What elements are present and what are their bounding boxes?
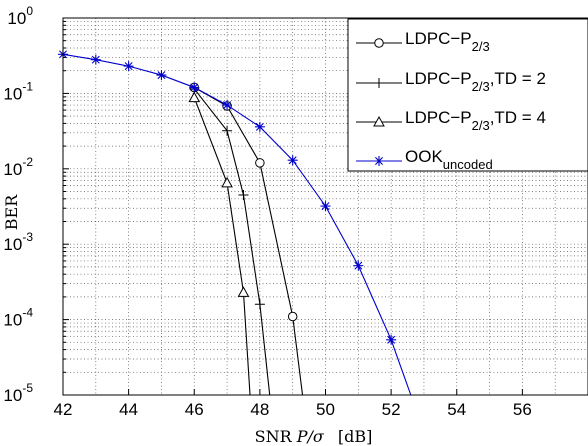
x-axis-title-variable: P/σ	[296, 427, 325, 446]
y-tick-label-exponent: -1	[22, 79, 33, 93]
x-axis-title: SNR P/σ [dB]	[255, 427, 373, 446]
y-tick-label: 10-3	[3, 230, 33, 254]
legend-label: LDPC−P2/3,TD = 2	[405, 69, 546, 94]
x-tick-label: 46	[185, 400, 204, 419]
legend-box	[347, 18, 588, 172]
data-point	[353, 260, 364, 271]
data-point	[189, 82, 200, 93]
data-point	[222, 125, 233, 136]
x-tick-label: 44	[119, 400, 138, 419]
data-point	[386, 334, 397, 345]
x-tick-label: 52	[382, 400, 401, 419]
legend-label-main: LDPC−P	[405, 108, 472, 127]
data-point	[254, 121, 265, 132]
data-point	[287, 311, 298, 322]
x-tick-labels: 42 44 46 48 50 52 54 56	[54, 400, 532, 419]
y-tick-label: 10-5	[3, 381, 33, 405]
legend-label: OOKuncoded	[405, 147, 493, 172]
legend-entry: LDPC−P2/3	[356, 29, 490, 54]
x-tick-label: 42	[54, 400, 73, 419]
legend-label-sub: uncoded	[443, 157, 493, 172]
data-point	[255, 158, 265, 168]
legend-label-rest: ,TD = 4	[490, 108, 546, 127]
y-tick-label-base: 10	[3, 311, 22, 330]
legend-label-rest: ,TD = 2	[490, 69, 546, 88]
data-point	[254, 299, 265, 310]
y-tick-label-exponent: -3	[22, 230, 33, 244]
legend-label-main: OOK	[405, 147, 443, 166]
legend-label-sub: 2/3	[472, 118, 490, 133]
legend-swatch-marker	[374, 156, 384, 166]
y-tick-label-base: 10	[7, 9, 26, 28]
data-point	[188, 91, 201, 103]
data-point	[90, 54, 101, 65]
legend-swatch-marker	[373, 115, 385, 127]
x-tick-label: 50	[316, 400, 335, 419]
series-line	[62, 53, 412, 396]
x-tick-label: 54	[447, 400, 466, 419]
legend-label: LDPC−P2/3	[405, 29, 490, 54]
y-tick-label: 10-2	[3, 155, 33, 179]
legend-swatch-marker	[374, 78, 384, 88]
legend-entry: OOKuncoded	[356, 147, 493, 172]
x-axis-title-prefix: SNR	[255, 427, 297, 446]
data-point	[221, 176, 233, 188]
x-tick-label: 56	[513, 400, 532, 419]
legend-swatch-marker	[374, 38, 384, 48]
series-3	[188, 91, 251, 396]
x-tick-label: 48	[250, 400, 269, 419]
series-line	[193, 88, 271, 396]
data-point	[320, 201, 331, 212]
legend-label: LDPC−P2/3,TD = 4	[405, 108, 546, 133]
y-tick-label-base: 10	[3, 84, 22, 103]
legend-entry: LDPC−P2/3,TD = 2	[356, 69, 546, 94]
series-2	[189, 83, 271, 396]
y-tick-label: 100	[7, 4, 33, 28]
legend-label-sub: 2/3	[472, 39, 490, 54]
legend-label-main: LDPC−P	[405, 69, 472, 88]
y-tick-label: 10-1	[3, 79, 33, 103]
data-point	[237, 286, 250, 297]
y-tick-label-exponent: -5	[22, 381, 33, 395]
legend-label-sub: 2/3	[472, 79, 490, 94]
x-axis-title-unit: [dB]	[338, 427, 372, 446]
series-line	[193, 97, 251, 396]
data-point	[222, 100, 233, 111]
y-axis-title: BER	[2, 194, 21, 230]
y-tick-label-base: 10	[3, 386, 22, 405]
y-tick-label-exponent: -2	[22, 155, 33, 169]
data-point	[156, 70, 167, 81]
y-tick-label-exponent: -4	[22, 306, 33, 320]
legend-label-main: LDPC−P	[405, 29, 472, 48]
legend-entry: LDPC−P2/3,TD = 4	[356, 108, 546, 133]
y-tick-label-base: 10	[3, 235, 22, 254]
data-point	[123, 61, 134, 72]
data-point	[287, 155, 298, 166]
axis-ticks	[62, 20, 523, 395]
y-tick-label-base: 10	[3, 160, 22, 179]
data-point	[238, 189, 249, 200]
series-line	[193, 86, 304, 396]
y-tick-label: 10-4	[3, 306, 33, 330]
y-tick-label-exponent: 0	[26, 4, 33, 18]
